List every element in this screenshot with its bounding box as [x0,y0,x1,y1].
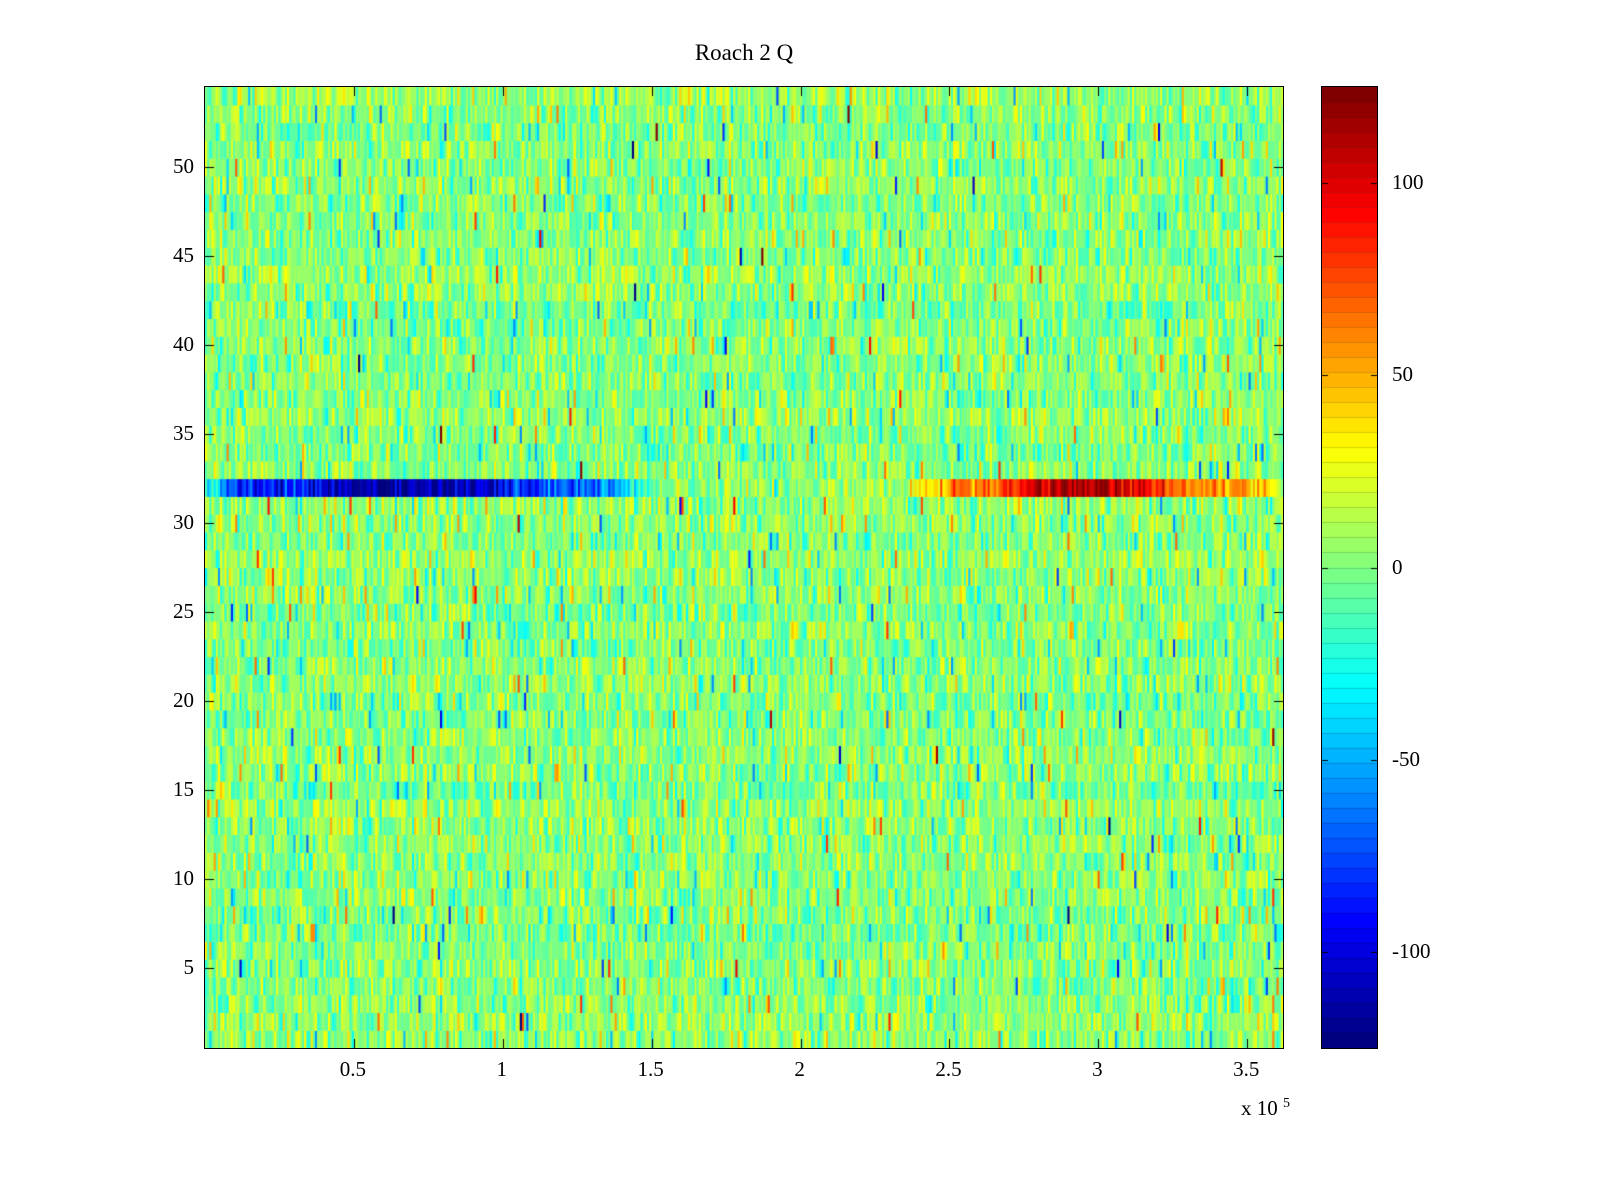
y-tick-label: 35 [173,421,194,446]
colorbar-tick-label: -100 [1392,938,1431,963]
colorbar [1321,86,1378,1049]
x-scale-prefix: x 10 [1241,1096,1278,1120]
y-tick-label: 10 [173,865,194,890]
x-tick-label: 2.5 [935,1057,962,1081]
y-tick-label: 45 [173,243,194,268]
x-tick-label: 3 [1092,1057,1103,1081]
colorbar-canvas [1322,87,1377,1048]
chart-title: Roach 2 Q [694,40,794,65]
x-axis-scale-label: x 10 5 [1190,1096,1290,1121]
colorbar-tick-label: 100 [1392,170,1424,195]
plot-area [204,86,1284,1049]
y-tick-label: 15 [173,776,194,801]
colorbar-tick-label: -50 [1392,746,1420,771]
x-scale-exponent: 5 [1283,1096,1290,1111]
heatmap-canvas [205,87,1283,1048]
y-tick-label: 5 [183,954,195,979]
colorbar-tick-label: 0 [1392,554,1403,579]
y-tick-label: 50 [173,154,194,179]
x-tick-label: 0.5 [339,1057,367,1081]
y-tick-label: 30 [173,510,194,534]
y-tick-label: 20 [173,687,194,712]
x-tick-label: 1 [496,1057,508,1081]
x-tick-label: 1.5 [637,1057,664,1081]
colorbar-tick-label: 50 [1392,362,1413,387]
x-tick-label: 2 [794,1057,805,1081]
y-tick-label: 40 [173,332,194,357]
y-tick-label: 25 [173,598,194,623]
x-tick-label: 3.5 [1233,1057,1260,1081]
